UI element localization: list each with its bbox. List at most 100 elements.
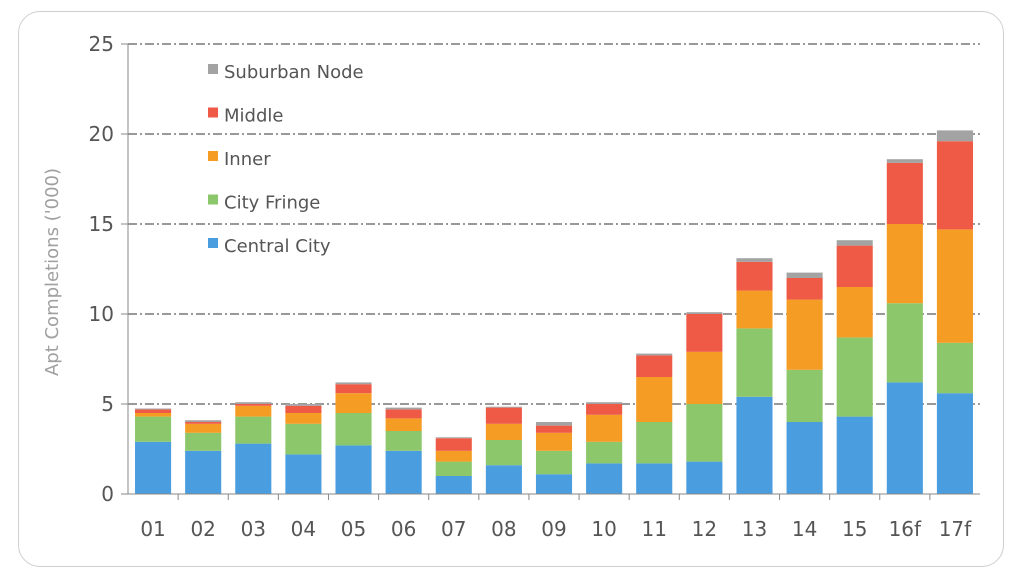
x-tick-label: 04 — [291, 517, 316, 541]
bar-segment — [686, 314, 723, 352]
legend-label: Inner — [224, 149, 271, 170]
bar-segment — [836, 287, 873, 338]
bar-segment — [636, 355, 673, 377]
bar-segment — [485, 465, 522, 494]
bar-segment — [485, 406, 522, 408]
y-tick-label: 15 — [89, 212, 114, 236]
legend-swatch — [208, 151, 218, 161]
bar-segment — [535, 425, 573, 433]
bar-segment — [786, 299, 823, 370]
bar-segment — [836, 245, 873, 287]
bar-segment — [586, 404, 623, 415]
bar-segment — [485, 407, 522, 424]
bar-segment — [836, 416, 873, 494]
x-tick-label: 13 — [742, 517, 767, 541]
bar-segment — [636, 353, 673, 356]
x-tick-label: 08 — [491, 517, 516, 541]
bar-segment — [836, 337, 873, 417]
bar-segment — [235, 402, 272, 404]
bar-segment — [586, 402, 623, 404]
y-tick-label: 10 — [89, 302, 114, 326]
bar-segment — [736, 258, 773, 262]
bar-segment — [135, 416, 172, 442]
bar-segment — [936, 342, 973, 394]
bar-segment — [586, 441, 623, 464]
bar-segment — [235, 443, 272, 494]
bar-segment — [736, 396, 773, 494]
bar-segment — [736, 328, 773, 397]
bar-segment — [686, 312, 723, 314]
bar-segment — [435, 437, 472, 439]
y-tick-label: 20 — [89, 122, 114, 146]
legend-label: Suburban Node — [224, 62, 364, 83]
bar-segment — [335, 393, 372, 413]
bar-segment — [135, 408, 172, 410]
bar-segment — [335, 384, 372, 394]
legend-label: Central City — [224, 236, 331, 257]
bar-segment — [385, 407, 422, 410]
bar-segment — [936, 130, 973, 142]
bar-segment — [385, 409, 422, 419]
bar-segment — [886, 162, 923, 224]
bar-segment — [285, 404, 322, 406]
bar-segment — [936, 393, 973, 494]
bar-segment — [535, 432, 573, 451]
y-tick-label: 0 — [101, 482, 114, 506]
legend-swatch — [208, 194, 218, 205]
x-tick-label: 10 — [591, 517, 616, 541]
bar-segment — [285, 405, 322, 413]
bar-segment — [135, 441, 172, 494]
bar-segment — [936, 141, 973, 230]
bar-segment — [586, 414, 623, 442]
bar-segment — [836, 240, 873, 246]
bar-segment — [936, 229, 973, 343]
bar-segment — [786, 369, 823, 422]
bar-segment — [786, 422, 823, 494]
legend-swatch — [208, 107, 218, 118]
bar-segment — [886, 224, 923, 304]
legend-label: Middle — [224, 106, 283, 127]
bar-segment — [385, 418, 422, 431]
bar-segment — [485, 440, 522, 466]
y-tick-label: 25 — [89, 32, 114, 56]
x-tick-label: 07 — [441, 517, 466, 541]
bar-segment — [235, 416, 272, 444]
bar-segment — [185, 423, 222, 433]
bar-segment — [185, 450, 222, 494]
bar-segment — [535, 450, 573, 475]
x-tick-label: 05 — [341, 517, 366, 541]
bar-segment — [335, 445, 372, 494]
bar-segment — [636, 377, 673, 422]
bar-segment — [235, 405, 272, 417]
bar-segment — [285, 454, 322, 494]
legend: Suburban Node Middle Inner City Fringe Centr… — [208, 62, 364, 257]
bar-segment — [686, 404, 723, 462]
legend-label: City Fringe — [224, 193, 320, 214]
bar-segment — [185, 432, 222, 451]
x-tick-label: 16f — [889, 517, 922, 541]
bar-segment — [886, 382, 923, 494]
bar-segment — [586, 463, 623, 494]
bar-segment — [736, 261, 773, 291]
x-tick-label: 09 — [541, 517, 566, 541]
legend-swatch — [208, 64, 218, 74]
bar-segment — [385, 450, 422, 494]
x-tick-label: 15 — [842, 517, 867, 541]
x-tick-label: 17f — [939, 517, 972, 541]
bar-segment — [335, 413, 372, 446]
bar-segment — [535, 422, 573, 426]
bar-segment — [786, 278, 823, 300]
bars — [135, 130, 973, 494]
bar-segment — [185, 422, 222, 424]
x-tick-label: 12 — [692, 517, 717, 541]
bar-segment — [385, 431, 422, 451]
bar-segment — [686, 351, 723, 404]
bar-segment — [485, 423, 522, 440]
bar-segment — [285, 423, 322, 455]
bar-segment — [135, 409, 172, 413]
bar-segment — [435, 461, 472, 476]
bar-segment — [636, 422, 673, 464]
bar-segment — [886, 159, 923, 163]
